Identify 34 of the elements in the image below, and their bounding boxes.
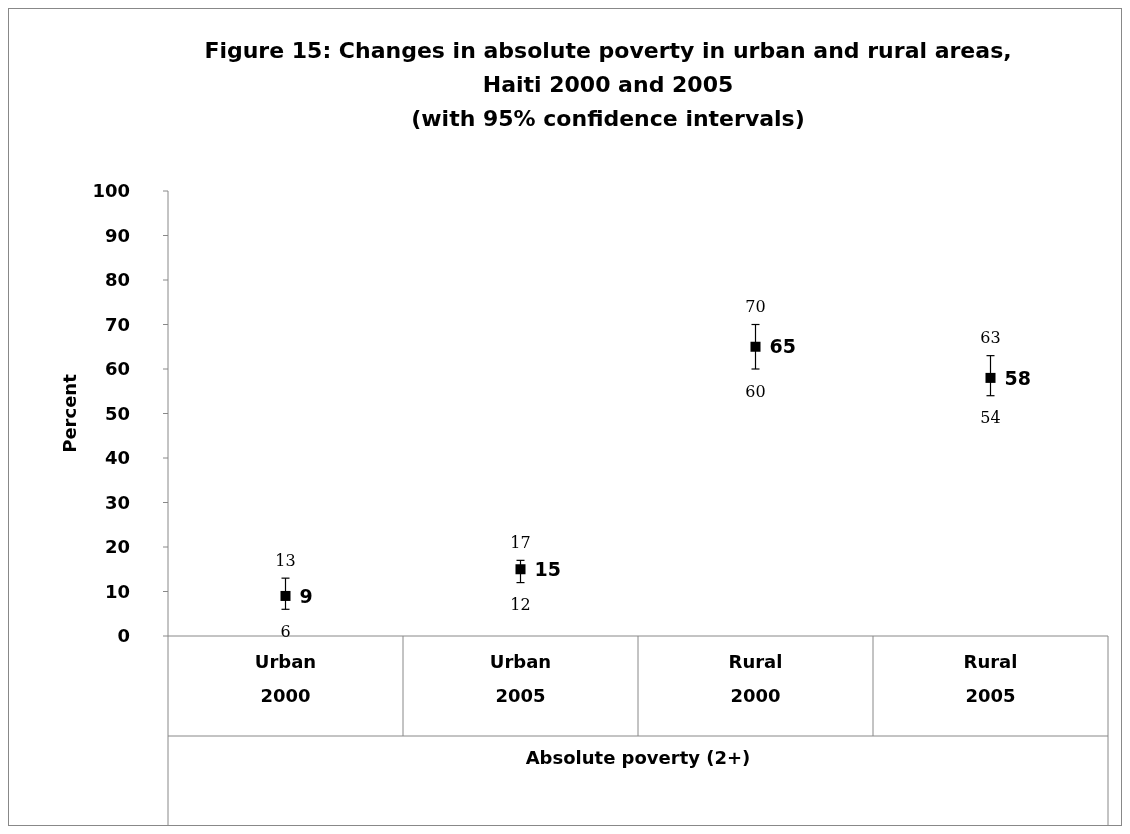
data-label: 15 (534, 557, 561, 580)
y-axis-title: Percent (59, 373, 80, 453)
annotation: 6 (280, 621, 291, 641)
chart-title: Figure 15: Changes in absolute poverty in urban and rural areas, Haiti 2000 and 2005 (with 95% confidence intervals) (204, 38, 1012, 131)
annotation: 13 (275, 550, 296, 570)
annotation: 70 (745, 297, 766, 317)
x-tick-label: Urban 2000 (254, 651, 317, 706)
point (750, 341, 761, 352)
point (280, 590, 291, 601)
data-label: 65 (769, 335, 796, 358)
data-label: 58 (1004, 366, 1031, 389)
y-tick-label: 10 (104, 580, 130, 602)
annotation: 60 (745, 381, 766, 401)
y-tick-label: 30 (104, 491, 130, 513)
x-tick-label: Rural 2005 (963, 651, 1018, 706)
y-tick-label: 60 (104, 358, 130, 380)
annotation: 54 (980, 408, 1001, 428)
y-tick-label: 50 (104, 402, 130, 424)
point (515, 564, 526, 575)
data-label: 9 (299, 584, 313, 607)
y-tick-label: 90 (104, 224, 130, 246)
x-tick-label: Rural 2000 (728, 651, 783, 706)
annotation: 17 (510, 532, 531, 552)
y-tick-label: 20 (104, 536, 130, 558)
x-axis-title: Absolute poverty (2+) (525, 747, 751, 768)
point (985, 372, 996, 383)
annotation: 12 (510, 595, 531, 615)
y-tick-label: 100 (92, 180, 130, 202)
y-tick-label: 40 (104, 447, 130, 469)
y-tick-label: 0 (117, 625, 130, 647)
x-tick-label: Urban 2005 (489, 651, 552, 706)
y-tick-label: 70 (104, 313, 130, 335)
y-tick-label: 80 (104, 269, 130, 291)
annotation: 63 (980, 328, 1001, 348)
